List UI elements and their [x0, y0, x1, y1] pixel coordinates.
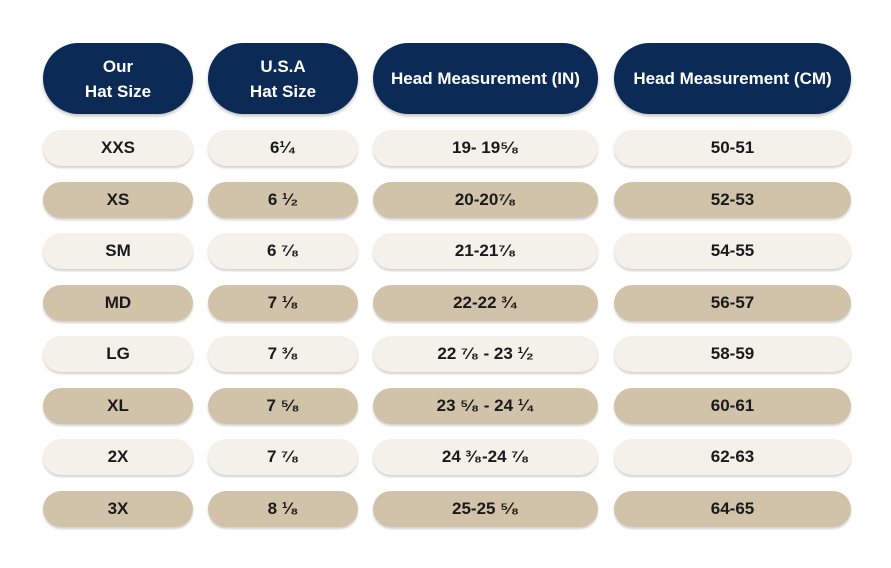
header-cell: U.S.A Hat Size: [208, 43, 358, 114]
cell-text: 19- 19⁵⁄₈: [452, 138, 519, 157]
cell: 19- 19⁵⁄₈: [373, 130, 598, 166]
cell: 20-20⁷⁄₈: [373, 181, 598, 218]
cell: 8 ¹⁄₈: [208, 490, 358, 527]
cell-text: SM: [105, 241, 131, 260]
cell-text: 52-53: [710, 189, 755, 209]
cell: 52-53: [614, 181, 851, 218]
cell-text: 23 ⁵⁄₈ - 24 ¹⁄₄: [436, 395, 535, 415]
cell-text: XS: [106, 189, 130, 209]
cell-text: 7 ⁵⁄₈: [266, 395, 300, 415]
cell-text: 58-59: [710, 344, 755, 363]
cell: 56-57: [614, 284, 851, 321]
cell: 3X: [43, 490, 193, 527]
cell: 25-25 ⁵⁄₈: [373, 490, 598, 527]
cell: 24 ³⁄₈-24 ⁷⁄₈: [373, 439, 598, 475]
cell-text: 22 ⁷⁄₈ - 23 ¹⁄₂: [437, 344, 534, 363]
cell-text: 8 ¹⁄₈: [267, 498, 299, 518]
cell: 58-59: [614, 336, 851, 372]
cell-text: 20-20⁷⁄₈: [454, 189, 517, 209]
cell: 7 ⁷⁄₈: [208, 439, 358, 475]
cell: XS: [43, 181, 193, 218]
header-text: U.S.A: [260, 56, 306, 76]
cell-text: 6 ⁷⁄₈: [267, 241, 299, 260]
cell: 22-22 ³⁄₄: [373, 284, 598, 321]
cell-text: 54-55: [710, 241, 755, 260]
cell-text: 50-51: [710, 138, 755, 157]
cell-text: 7 ⁷⁄₈: [267, 447, 299, 466]
cell-text: MD: [104, 292, 132, 312]
header-text: Head Measurement (IN): [391, 69, 580, 88]
cell-text: XXS: [100, 138, 136, 157]
header-text: Hat Size: [84, 81, 152, 101]
cell-text: 24 ³⁄₈-24 ⁷⁄₈: [441, 447, 530, 466]
cell-text: 22-22 ³⁄₄: [453, 292, 518, 312]
cell-text: 56-57: [710, 292, 755, 312]
cell: 7 ⁵⁄₈: [208, 387, 358, 424]
cell-text: 3X: [107, 498, 129, 518]
cell: LG: [43, 336, 193, 372]
cell: 21-21⁷⁄₈: [373, 233, 598, 269]
cell-text: 25-25 ⁵⁄₈: [452, 498, 519, 518]
cell-text: XL: [107, 395, 129, 415]
cell: 60-61: [614, 387, 851, 424]
cell: SM: [43, 233, 193, 269]
cell: 23 ⁵⁄₈ - 24 ¹⁄₄: [373, 387, 598, 424]
cell: 64-65: [614, 490, 851, 527]
header-cell: Head Measurement (IN): [373, 43, 598, 114]
cell: XL: [43, 387, 193, 424]
cell-text: 7 ¹⁄₈: [267, 292, 299, 312]
cell-text: 62-63: [710, 447, 755, 466]
cell: 22 ⁷⁄₈ - 23 ¹⁄₂: [373, 336, 598, 372]
header-text: Hat Size: [249, 81, 317, 101]
cell-text: 6 ¹⁄₂: [267, 189, 299, 209]
cell-text: 7 ³⁄₈: [267, 344, 299, 363]
cell: 6¹⁄₄: [208, 130, 358, 166]
cell: 50-51: [614, 130, 851, 166]
cell: 7 ¹⁄₈: [208, 284, 358, 321]
cell-text: 64-65: [710, 498, 755, 518]
cell: 62-63: [614, 439, 851, 475]
cell-text: 6¹⁄₄: [269, 138, 297, 157]
header-cell: Our Hat Size: [43, 43, 193, 114]
cell: 54-55: [614, 233, 851, 269]
cell-text: LG: [106, 344, 130, 363]
cell: 7 ³⁄₈: [208, 336, 358, 372]
cell: 6 ⁷⁄₈: [208, 233, 358, 269]
header-text: Our: [102, 56, 134, 76]
cell-text: 21-21⁷⁄₈: [454, 241, 517, 260]
header-cell: Head Measurement (CM): [614, 43, 851, 114]
cell: 6 ¹⁄₂: [208, 181, 358, 218]
cell-text: 2X: [107, 447, 129, 466]
cell-text: 60-61: [710, 395, 755, 415]
header-text: Head Measurement (CM): [633, 69, 832, 88]
cell: XXS: [43, 130, 193, 166]
cell: 2X: [43, 439, 193, 475]
cell: MD: [43, 284, 193, 321]
